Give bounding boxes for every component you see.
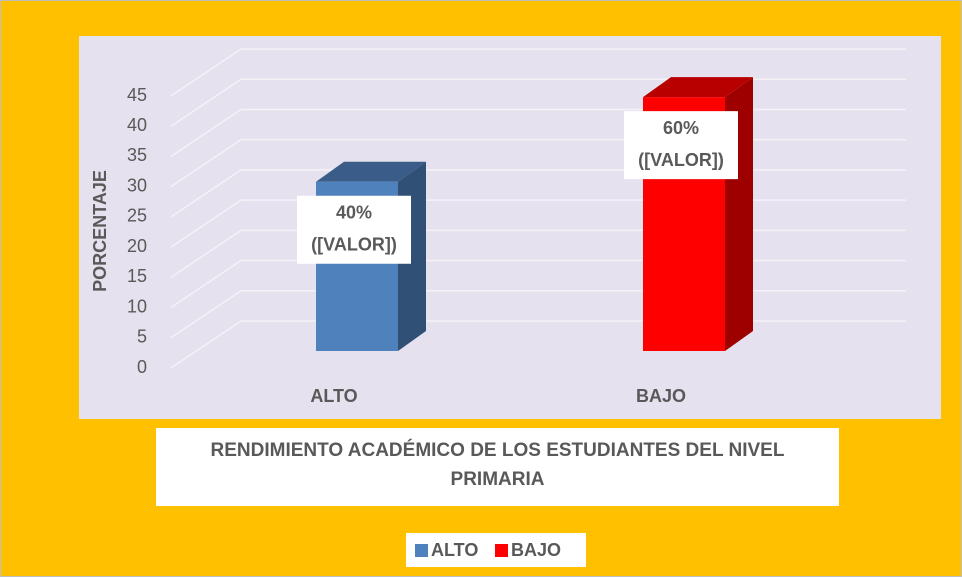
y-tick-label: 15: [127, 266, 147, 286]
legend-swatch: [495, 544, 508, 557]
y-tick-label: 25: [127, 206, 147, 226]
y-tick-label: 20: [127, 236, 147, 256]
data-label-box: [624, 111, 738, 180]
data-label: ([VALOR]): [311, 235, 397, 255]
y-tick-label: 45: [127, 85, 147, 105]
y-tick-label: 0: [137, 357, 147, 377]
data-label-box: [297, 195, 411, 264]
y-tick-label: 40: [127, 115, 147, 135]
grid-line: [170, 48, 906, 97]
y-tick-label: 10: [127, 296, 147, 316]
plot-area: [79, 36, 941, 419]
legend-swatch: [415, 544, 428, 557]
x-tick-label: ALTO: [310, 386, 357, 406]
data-label: ([VALOR]): [638, 150, 724, 170]
bar-top: [643, 77, 753, 98]
chart-title: RENDIMIENTO ACADÉMICO DE LOS ESTUDIANTES…: [156, 428, 839, 506]
x-tick-label: BAJO: [636, 386, 686, 406]
y-tick-label: 30: [127, 175, 147, 195]
data-label: 40%: [336, 203, 372, 223]
y-tick-label: 5: [137, 327, 147, 347]
data-label: 60%: [663, 118, 699, 138]
legend-label: ALTO: [431, 540, 478, 560]
y-axis-label: PORCENTAJE: [90, 170, 110, 292]
legend-label: BAJO: [511, 540, 561, 560]
bar-top: [316, 161, 426, 182]
y-tick-label: 35: [127, 145, 147, 165]
